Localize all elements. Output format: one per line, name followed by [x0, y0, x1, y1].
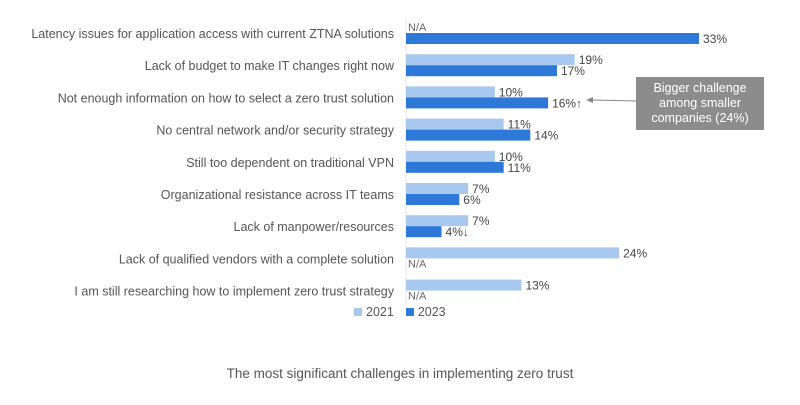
category-label: Lack of manpower/resources [234, 220, 395, 234]
bar-2021 [406, 150, 495, 162]
chart-caption: The most significant challenges in imple… [226, 366, 574, 381]
bar-2021 [406, 247, 620, 259]
callout-box: Bigger challenge among smaller companies… [636, 77, 764, 130]
bar-2021 [406, 215, 469, 227]
value-label-2021: 10% [499, 150, 523, 164]
category-label: Lack of qualified vendors with a complet… [119, 252, 394, 266]
na-label-2021: N/A [408, 22, 427, 34]
bar-2023 [406, 97, 549, 109]
value-label-2021: 11% [508, 118, 531, 132]
value-label-2021: 7% [472, 214, 490, 228]
legend-item-2023: 2023 [405, 305, 446, 319]
bar-2023 [406, 194, 460, 205]
value-label-2021: 19% [579, 53, 603, 67]
bar-2023 [406, 226, 442, 238]
value-label-2023: 4%↓ [446, 225, 469, 239]
legend: 2021 2023 [354, 305, 446, 319]
bar-2023 [406, 161, 504, 173]
category-label: Still too dependent on traditional VPN [186, 156, 394, 170]
value-label-2023: 11% [508, 161, 531, 175]
legend-label-2021: 2021 [366, 305, 394, 319]
value-label-2023: 6% [463, 193, 481, 207]
value-label-2023: 17% [561, 64, 585, 78]
value-label-2021: 10% [499, 85, 523, 99]
bar-2021 [406, 183, 469, 194]
bar-2023 [406, 129, 531, 141]
category-label: Organizational resistance across IT team… [161, 188, 394, 202]
category-label: No central network and/or security strat… [156, 124, 394, 138]
category-label: Latency issues for application access wi… [31, 27, 394, 41]
bar-2023 [406, 65, 557, 77]
legend-swatch-2023 [405, 308, 414, 316]
category-label: I am still researching how to implement … [74, 285, 394, 299]
value-label-2021: 13% [525, 279, 549, 293]
value-label-2021: 24% [623, 246, 647, 260]
value-label-2021: 7% [472, 182, 490, 196]
legend-label-2023: 2023 [417, 305, 446, 319]
category-label: Not enough information on how to select … [58, 91, 394, 105]
value-label-2023: 33% [703, 32, 727, 46]
category-label: Lack of budget to make IT changes right … [145, 59, 395, 73]
bar-2021 [406, 118, 504, 130]
callout-arrow [591, 99, 637, 102]
callout-text: Bigger challenge among smaller companies… [651, 81, 749, 125]
bar-2023 [406, 33, 700, 44]
legend-swatch-2021 [354, 308, 362, 316]
callout-arrowhead [586, 97, 593, 103]
value-label-2023: 16%↑ [552, 96, 582, 110]
na-label-2023: N/A [408, 291, 427, 303]
bar-2021 [406, 279, 522, 291]
bar-2021 [406, 86, 495, 98]
bar-2021 [406, 54, 575, 66]
bar-chart: Latency issues for application access wi… [31, 18, 727, 305]
legend-item-2021: 2021 [354, 305, 394, 319]
value-label-2023: 14% [534, 129, 558, 143]
na-label-2023: N/A [408, 258, 427, 270]
